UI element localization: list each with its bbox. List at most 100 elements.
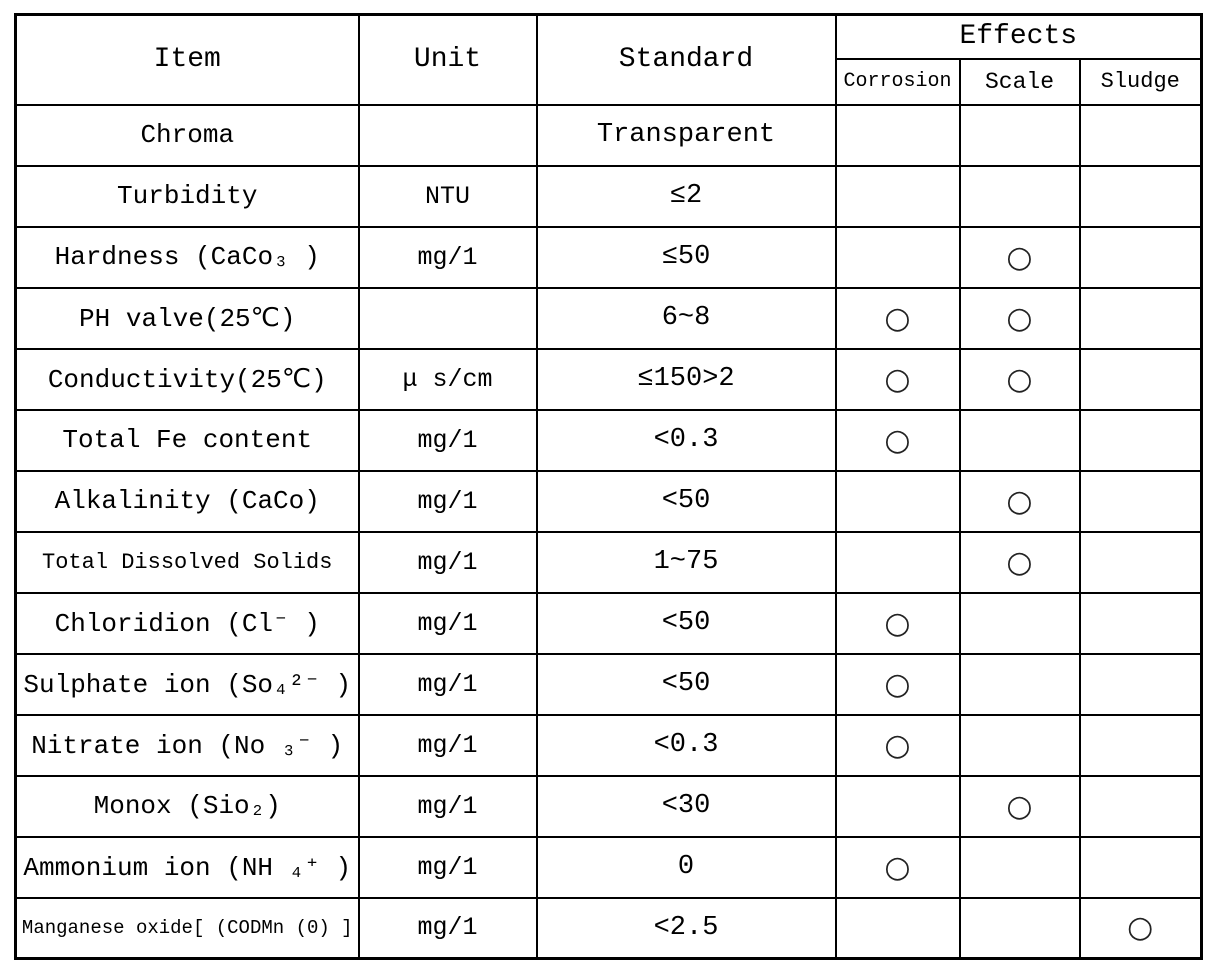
cell-sludge	[1078, 286, 1203, 350]
cell-sludge	[1078, 530, 1203, 594]
cell-unit: mg/1	[357, 530, 538, 594]
header-standard: Standard	[535, 13, 837, 106]
cell-sludge	[1078, 652, 1203, 716]
cell-standard: ≤150>2	[535, 347, 837, 411]
cell-standard: <50	[535, 591, 837, 655]
cell-standard: <50	[535, 469, 837, 533]
cell-corrosion: ○	[834, 713, 961, 777]
cell-unit: mg/1	[357, 225, 538, 289]
cell-corrosion	[834, 530, 961, 594]
cell-unit: mg/1	[357, 591, 538, 655]
table-row-conductivity: Conductivity(25℃) μ s/cm ≤150>2 ○ ○	[14, 347, 1203, 411]
table-row-alkalinity: Alkalinity (CaCo) mg/1 <50 ○	[14, 469, 1203, 533]
cell-sludge	[1078, 164, 1203, 228]
table-row-chloridion: Chloridion (Cl⁻ ) mg/1 <50 ○	[14, 591, 1203, 655]
cell-sludge	[1078, 347, 1203, 411]
cell-item: Total Dissolved Solids	[14, 530, 360, 594]
cell-item: Monox (Sio₂)	[14, 774, 360, 838]
cell-scale	[958, 408, 1081, 472]
header-corrosion: Corrosion	[834, 57, 961, 106]
water-quality-standards-table: Item Unit Standard Effects Corrosion Sca…	[14, 13, 1203, 960]
cell-corrosion: ○	[834, 286, 961, 350]
cell-item: Hardness (CaCo₃ )	[14, 225, 360, 289]
cell-unit	[357, 286, 538, 350]
cell-corrosion: ○	[834, 652, 961, 716]
cell-sludge	[1078, 835, 1203, 899]
cell-scale: ○	[958, 347, 1081, 411]
cell-unit: mg/1	[357, 713, 538, 777]
cell-standard: ≤50	[535, 225, 837, 289]
cell-scale	[958, 652, 1081, 716]
cell-scale: ○	[958, 530, 1081, 594]
cell-scale: ○	[958, 225, 1081, 289]
table-row-ammonium: Ammonium ion (NH ₄⁺ ) mg/1 0 ○	[14, 835, 1203, 899]
table-row-manganese-oxide: Manganese oxide[ (CODMn (0) ] mg/1 <2.5 …	[14, 896, 1203, 960]
header-sludge: Sludge	[1078, 57, 1203, 106]
cell-sludge	[1078, 591, 1203, 655]
cell-item: Chloridion (Cl⁻ )	[14, 591, 360, 655]
cell-item: Alkalinity (CaCo)	[14, 469, 360, 533]
cell-unit: mg/1	[357, 896, 538, 960]
table-row-ph-valve: PH valve(25℃) 6~8 ○ ○	[14, 286, 1203, 350]
cell-unit: mg/1	[357, 652, 538, 716]
cell-corrosion	[834, 774, 961, 838]
cell-standard: ≤2	[535, 164, 837, 228]
cell-standard: 6~8	[535, 286, 837, 350]
header-effects: Effects	[834, 13, 1203, 60]
cell-unit: NTU	[357, 164, 538, 228]
table-row-tds: Total Dissolved Solids mg/1 1~75 ○	[14, 530, 1203, 594]
header-row-1: Item Unit Standard Effects	[14, 13, 1203, 106]
cell-item: Conductivity(25℃)	[14, 347, 360, 411]
cell-scale	[958, 591, 1081, 655]
table-row-turbidity: Turbidity NTU ≤2	[14, 164, 1203, 228]
table-row-hardness: Hardness (CaCo₃ ) mg/1 ≤50 ○	[14, 225, 1203, 289]
cell-scale	[958, 103, 1081, 167]
header-scale: Scale	[958, 57, 1081, 106]
cell-sludge	[1078, 225, 1203, 289]
cell-scale	[958, 835, 1081, 899]
cell-corrosion	[834, 225, 961, 289]
cell-unit: μ s/cm	[357, 347, 538, 411]
table-row-sulphate: Sulphate ion (So₄²⁻ ) mg/1 <50 ○	[14, 652, 1203, 716]
table-row-chroma: Chroma Transparent	[14, 103, 1203, 167]
cell-corrosion: ○	[834, 347, 961, 411]
cell-unit: mg/1	[357, 408, 538, 472]
cell-corrosion	[834, 469, 961, 533]
cell-item: Chroma	[14, 103, 360, 167]
cell-item: Turbidity	[14, 164, 360, 228]
table-row-monox: Monox (Sio₂) mg/1 <30 ○	[14, 774, 1203, 838]
cell-item: Total Fe content	[14, 408, 360, 472]
cell-standard: <0.3	[535, 408, 837, 472]
cell-item: Ammonium ion (NH ₄⁺ )	[14, 835, 360, 899]
cell-item: Nitrate ion (No ₃⁻ )	[14, 713, 360, 777]
cell-corrosion	[834, 164, 961, 228]
cell-standard: <2.5	[535, 896, 837, 960]
cell-corrosion	[834, 103, 961, 167]
cell-standard: <50	[535, 652, 837, 716]
cell-corrosion: ○	[834, 408, 961, 472]
cell-standard: 0	[535, 835, 837, 899]
cell-scale: ○	[958, 286, 1081, 350]
cell-sludge	[1078, 408, 1203, 472]
cell-item: Manganese oxide[ (CODMn (0) ]	[14, 896, 360, 960]
cell-item: Sulphate ion (So₄²⁻ )	[14, 652, 360, 716]
cell-sludge	[1078, 774, 1203, 838]
cell-unit	[357, 103, 538, 167]
cell-scale: ○	[958, 774, 1081, 838]
cell-scale	[958, 164, 1081, 228]
cell-unit: mg/1	[357, 774, 538, 838]
cell-scale	[958, 896, 1081, 960]
cell-corrosion: ○	[834, 835, 961, 899]
cell-scale	[958, 713, 1081, 777]
cell-scale: ○	[958, 469, 1081, 533]
cell-corrosion	[834, 896, 961, 960]
header-item: Item	[14, 13, 360, 106]
cell-standard: <0.3	[535, 713, 837, 777]
table-row-nitrate: Nitrate ion (No ₃⁻ ) mg/1 <0.3 ○	[14, 713, 1203, 777]
header-row-2: Corrosion Scale Sludge	[16, 57, 1203, 106]
cell-sludge	[1078, 469, 1203, 533]
cell-item: PH valve(25℃)	[14, 286, 360, 350]
cell-sludge	[1078, 713, 1203, 777]
cell-standard: 1~75	[535, 530, 837, 594]
